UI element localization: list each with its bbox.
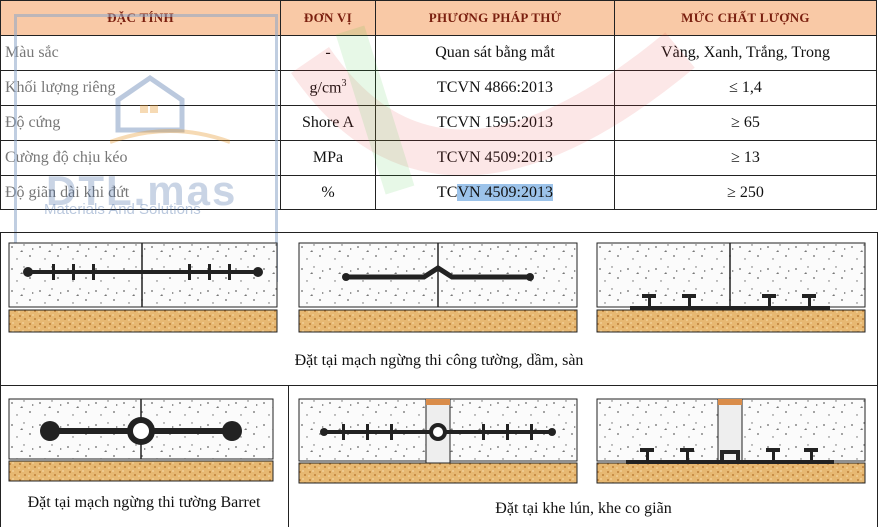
cell-property: Độ cứng [0, 105, 281, 141]
header-quality: MỨC CHẤT LƯỢNG [614, 0, 877, 36]
waterstop-diagram [8, 242, 278, 333]
cell-value: ≥ 65 [614, 105, 877, 141]
divider [0, 385, 878, 386]
cell-value: ≥ 13 [614, 140, 877, 176]
header-unit: ĐƠN VỊ [280, 0, 376, 36]
caption-expansion: Đặt tại khe lún, khe co giãn [495, 500, 672, 517]
cell-value: ≤ 1,4 [614, 70, 877, 106]
cell-unit: g/cm3 [280, 70, 376, 106]
unit-text: g/cm [309, 79, 342, 97]
watermark-logo: DTL.mas [46, 167, 238, 214]
header-property: ĐẶC TÍNH [0, 0, 281, 36]
cell-property: Màu sắc [0, 35, 281, 71]
cell-method: Quan sát bằng mắt [375, 35, 615, 71]
waterstop-diagram [596, 398, 866, 484]
cell-property: Khối lượng riêng [0, 70, 281, 106]
table-row: Độ giãn dài khi đứt % TCVN 4509:2013 ≥ 2… [0, 175, 877, 210]
selected-text[interactable]: VN 4509:2013 [457, 183, 553, 201]
table-header-row: ĐẶC TÍNH ĐƠN VỊ PHƯƠNG PHÁP THỬ MỨC CHẤT… [0, 0, 877, 36]
cell-unit: % [280, 175, 376, 210]
table-row: Cường độ chịu kéo MPa TCVN 4509:2013 ≥ 1… [0, 140, 877, 176]
waterstop-diagram [298, 242, 578, 333]
spec-table: ĐẶC TÍNH ĐƠN VỊ PHƯƠNG PHÁP THỬ MỨC CHẤT… [0, 0, 877, 210]
waterstop-diagram [596, 242, 866, 333]
watermark-tagline: Materials And Solutions [44, 201, 201, 218]
cell-unit: MPa [280, 140, 376, 176]
waterstop-diagram [298, 398, 578, 484]
caption-joints: Đặt tại mạch ngừng thi công tường, dầm, … [294, 352, 584, 369]
table-row: Màu sắc - Quan sát bằng mắt Vàng, Xanh, … [0, 35, 877, 71]
caption-barret: Đặt tại mạch ngừng thi tường Barret [27, 494, 261, 511]
cell-method: TCVN 1595:2013 [375, 105, 615, 141]
cell-unit: Shore A [280, 105, 376, 141]
cell-value: Vàng, Xanh, Trắng, Trong [614, 35, 877, 71]
divider [288, 385, 289, 527]
cell-method: TCVN 4866:2013 [375, 70, 615, 106]
cell-value: ≥ 250 [614, 175, 877, 210]
table-row: Độ cứng Shore A TCVN 1595:2013 ≥ 65 [0, 105, 877, 141]
divider [0, 232, 878, 233]
cell-method: TCVN 4509:2013 [375, 140, 615, 176]
method-text: TC [436, 183, 458, 201]
header-method: PHƯƠNG PHÁP THỬ [375, 0, 615, 36]
divider [0, 232, 1, 527]
table-row: Khối lượng riêng g/cm3 TCVN 4866:2013 ≤ … [0, 70, 877, 106]
cell-property: Cường độ chịu kéo [0, 140, 281, 176]
cell-unit: - [280, 35, 376, 71]
cell-method[interactable]: TCVN 4509:2013 [375, 175, 615, 210]
unit-superscript: 3 [341, 78, 347, 90]
waterstop-diagram [8, 398, 274, 482]
